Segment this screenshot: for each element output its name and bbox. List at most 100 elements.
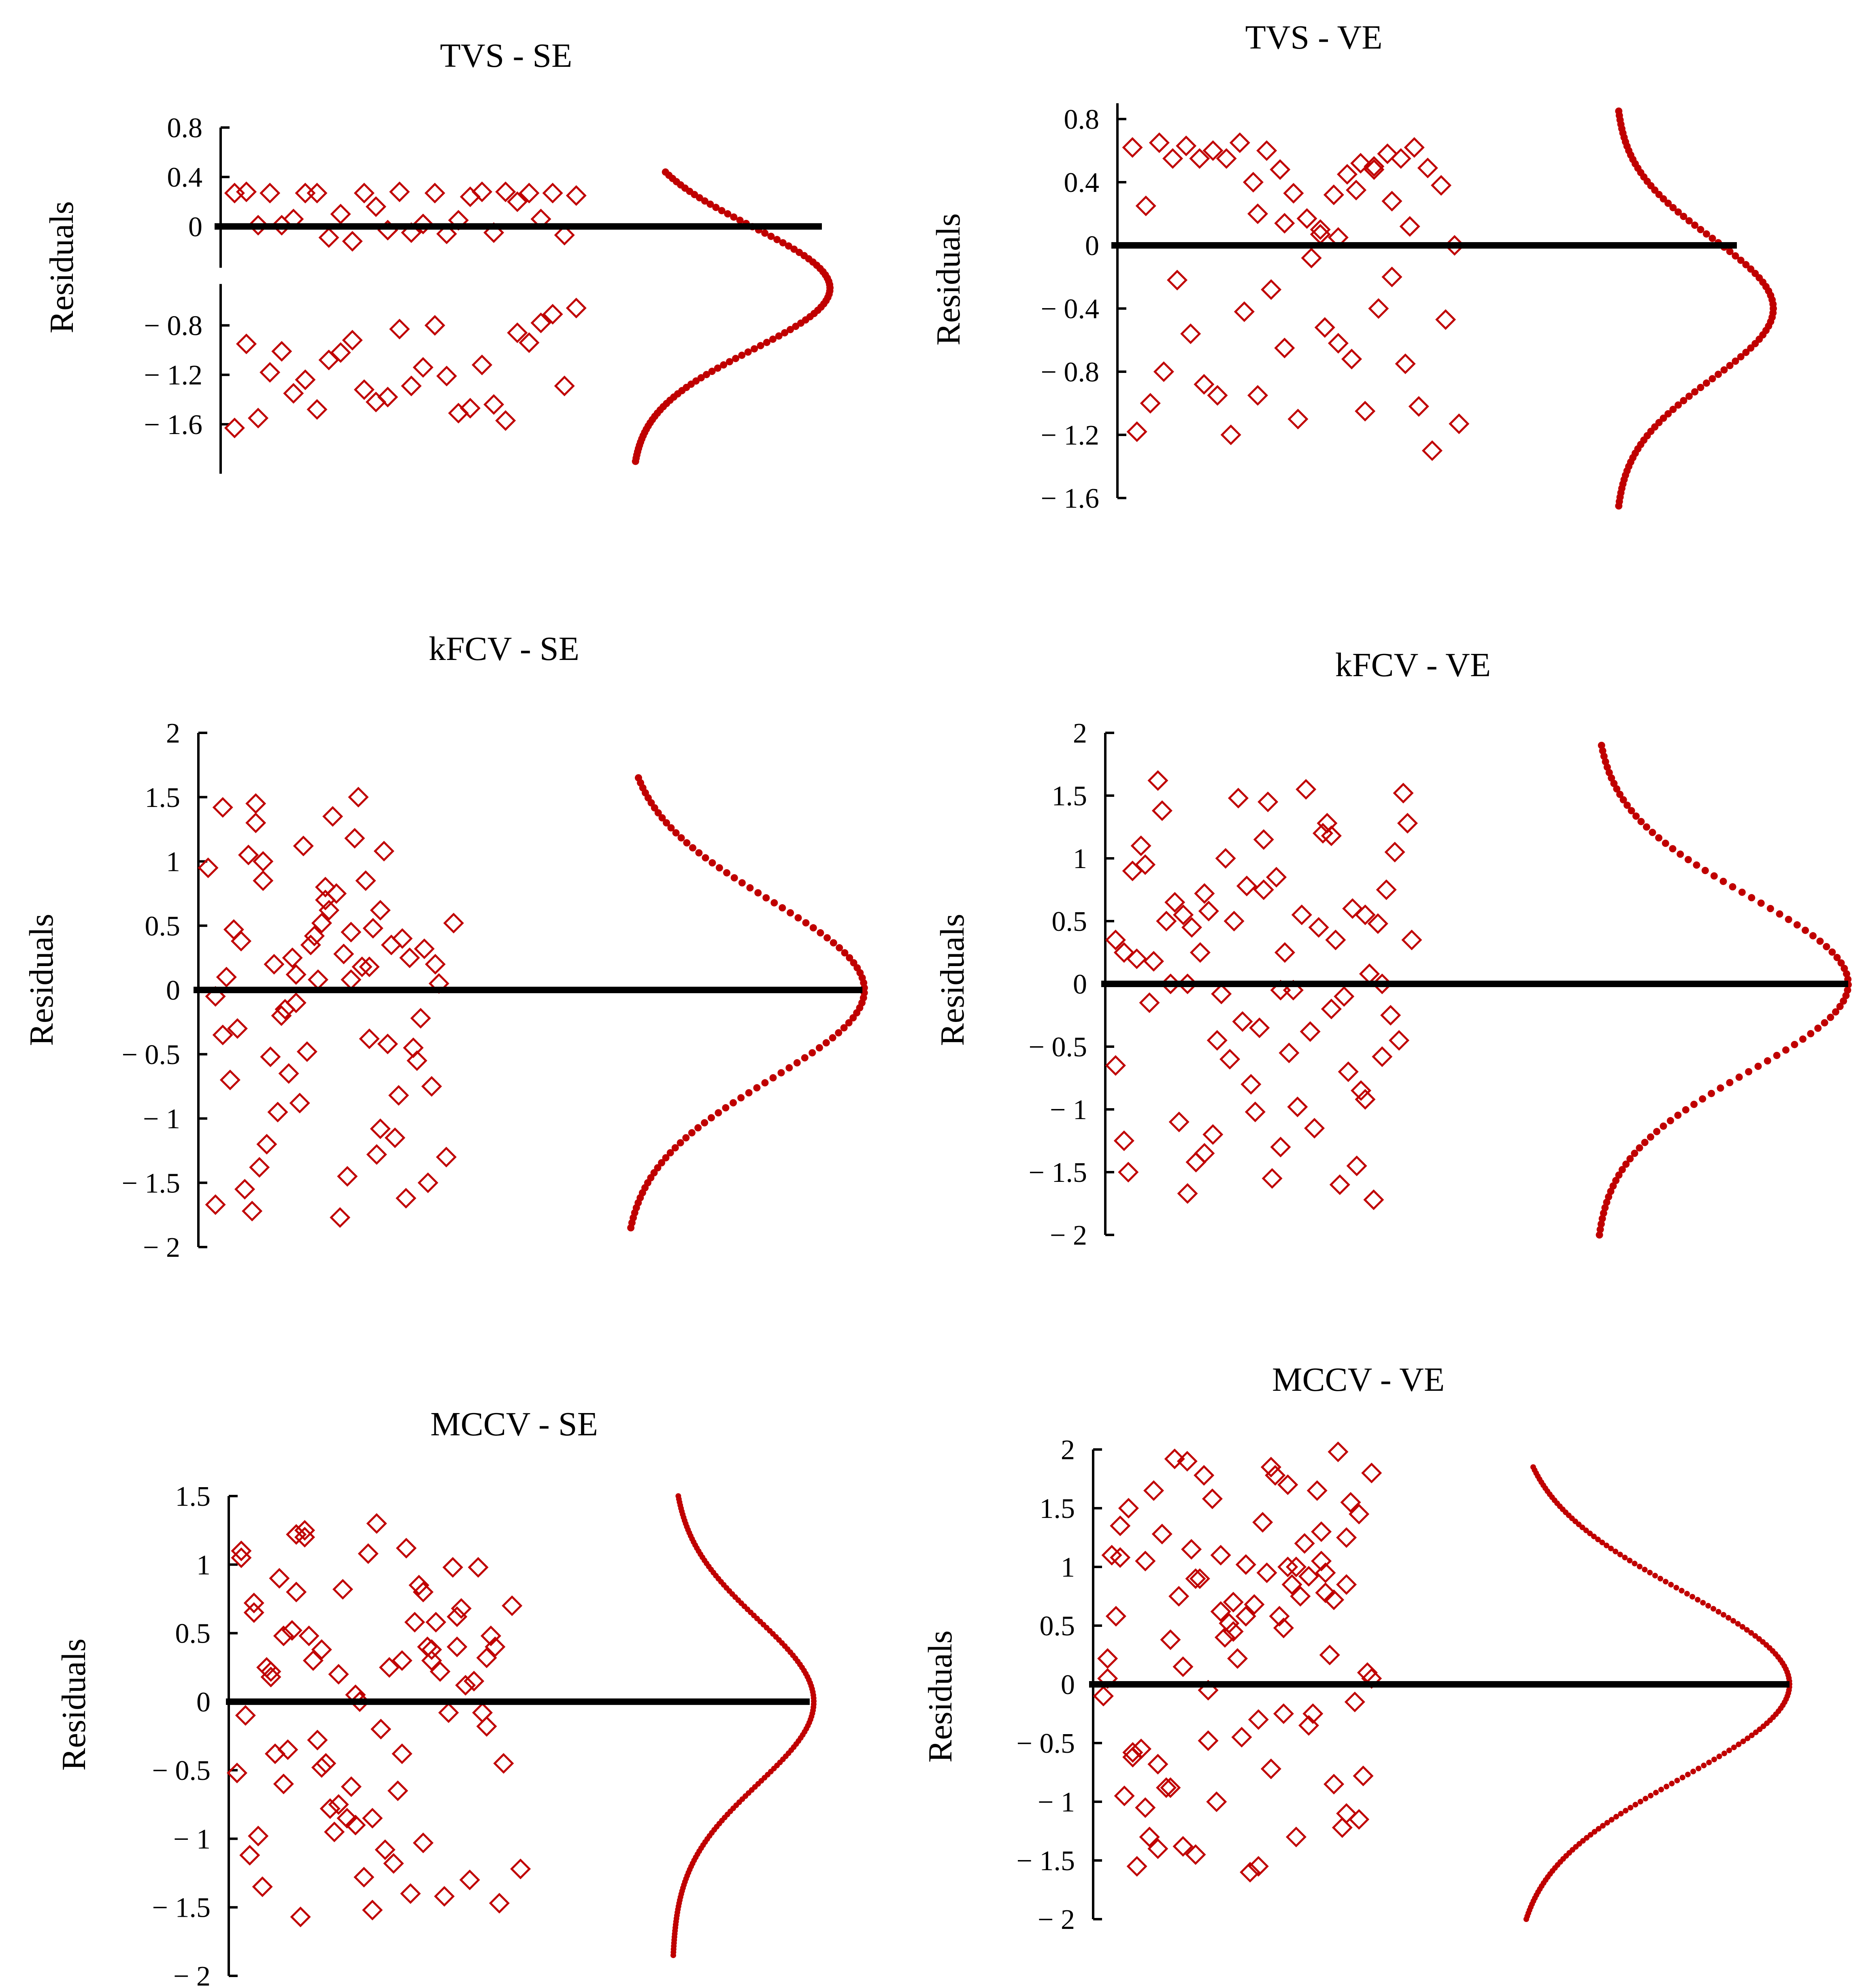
curve-point — [1742, 349, 1750, 356]
curve-point — [1740, 1738, 1746, 1744]
residual-point — [1189, 942, 1211, 963]
residual-point — [413, 357, 434, 378]
curve-point — [1675, 401, 1682, 409]
residual-point — [1260, 1758, 1281, 1779]
residual-point — [351, 956, 372, 977]
residual-point — [1181, 917, 1202, 938]
curve-point — [1647, 1570, 1653, 1576]
curve-point — [1711, 1756, 1717, 1762]
curve-point — [801, 1054, 809, 1062]
residual-point — [306, 399, 328, 420]
curve-point — [1596, 1226, 1604, 1233]
curve-point — [697, 374, 705, 382]
residual-point — [1143, 951, 1164, 972]
residual-point — [443, 913, 464, 934]
curve-point — [1828, 948, 1836, 956]
residual-point — [1247, 203, 1268, 224]
curve-point — [1697, 226, 1704, 233]
curve-point — [757, 342, 764, 349]
residual-point — [1269, 1606, 1290, 1627]
residual-point — [370, 1719, 392, 1740]
residual-point — [1231, 1726, 1252, 1748]
residual-point — [295, 183, 316, 204]
residual-point — [330, 204, 351, 225]
residual-point — [1235, 1606, 1256, 1627]
residual-point — [1311, 1550, 1332, 1572]
residual-point — [1395, 353, 1416, 375]
curve-point — [1618, 1811, 1624, 1817]
residual-point — [410, 1008, 431, 1029]
residual-point — [1277, 1556, 1298, 1577]
residual-point — [1248, 1709, 1269, 1730]
residual-point — [1324, 1773, 1345, 1795]
residual-point — [370, 900, 391, 921]
residual-point — [342, 330, 363, 351]
residual-point — [1285, 1556, 1307, 1577]
curve-point — [1726, 1615, 1732, 1621]
y-tick-label: 1.5 — [1052, 781, 1087, 812]
normal-curve — [1615, 107, 1777, 510]
curve-point — [1604, 1820, 1610, 1826]
curve-point — [781, 329, 789, 336]
curve-point — [1766, 905, 1774, 912]
curve-point — [658, 814, 666, 822]
curve-point — [1680, 397, 1687, 404]
curve-point — [1737, 353, 1745, 361]
panel-tvs-se: TVS - SE Residuals 0.8 0.4 0 − 0.8 − 1.2 − 1.6 — [43, 37, 834, 474]
curve-point — [1587, 1832, 1594, 1838]
residual-point — [271, 341, 292, 362]
curve-point — [663, 819, 670, 827]
residual-point — [224, 183, 245, 204]
curve-point — [1622, 1160, 1630, 1168]
residual-point — [1130, 835, 1151, 856]
curve-point — [709, 859, 716, 867]
curve-point — [1751, 270, 1759, 277]
residual-point — [234, 1179, 255, 1200]
residual-point — [227, 1018, 248, 1039]
curve-point — [1720, 366, 1728, 374]
curve-point — [1643, 823, 1650, 831]
residual-point — [377, 387, 398, 408]
residual-point — [242, 1200, 263, 1222]
residual-point — [357, 1543, 379, 1564]
curve-point — [809, 924, 817, 932]
curve-point — [662, 1154, 670, 1162]
residual-point — [1153, 361, 1174, 382]
residual-point — [451, 1598, 472, 1619]
residual-point — [421, 1076, 442, 1097]
residual-point — [1194, 883, 1215, 904]
residual-point — [269, 1568, 290, 1589]
curve-point — [1636, 1564, 1643, 1570]
panel-tvs-ve: TVS - VE Residuals 0.8 0.4 0 − 0.4 − 0.8 − 1.2 −… — [930, 19, 1777, 514]
residual-point — [495, 410, 516, 431]
curve-point — [1754, 1062, 1762, 1070]
y-tick-label: 0.5 — [1040, 1611, 1075, 1642]
residual-point — [1189, 148, 1210, 169]
residual-point — [1177, 1451, 1198, 1472]
residual-point — [438, 1702, 459, 1723]
residual-point — [298, 1625, 319, 1646]
curve-point — [846, 954, 853, 962]
residual-point — [212, 1024, 233, 1045]
residual-point — [1202, 1124, 1224, 1145]
curve-point — [1744, 1627, 1750, 1633]
curve-point — [1715, 370, 1722, 378]
y-tick-label: − 0.8 — [144, 311, 202, 342]
residual-point — [1126, 1856, 1147, 1877]
curve-point — [1597, 1220, 1605, 1228]
curve-point — [753, 1084, 761, 1092]
y-tick-label: − 1.6 — [1041, 483, 1099, 514]
curve-point — [1680, 213, 1687, 220]
residual-point — [1270, 1137, 1291, 1158]
residual-point — [1206, 1030, 1228, 1051]
curve-point — [730, 1099, 737, 1107]
curve-point — [751, 345, 758, 353]
residual-point — [1176, 135, 1197, 156]
residual-point — [1334, 986, 1355, 1007]
residual-point — [409, 1575, 430, 1596]
residual-point — [1185, 1844, 1206, 1865]
residual-point — [471, 354, 493, 375]
residual-point — [300, 934, 321, 956]
curve-point — [1710, 1606, 1716, 1612]
